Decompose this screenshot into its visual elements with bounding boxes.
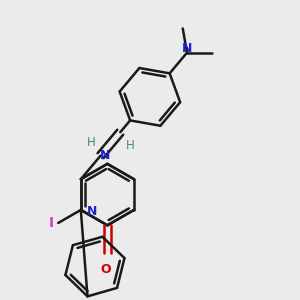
Text: N: N (87, 206, 97, 218)
Text: N: N (100, 149, 111, 162)
Text: I: I (49, 216, 54, 230)
Text: N: N (182, 42, 192, 55)
Text: O: O (100, 263, 111, 276)
Text: H: H (125, 139, 134, 152)
Text: H: H (87, 136, 95, 149)
